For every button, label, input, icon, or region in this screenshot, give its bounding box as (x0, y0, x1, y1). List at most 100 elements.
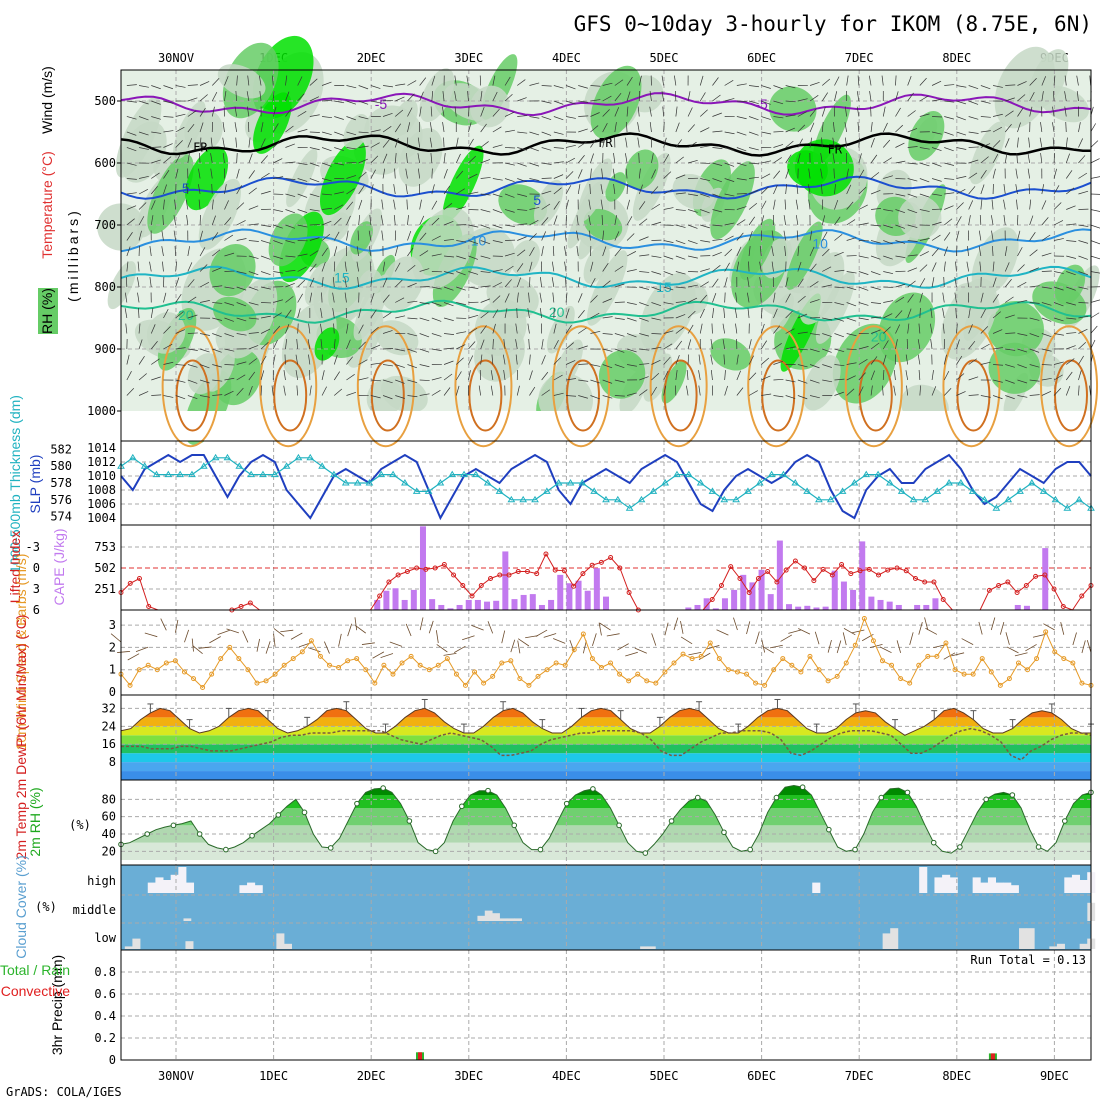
rh-blob (120, 121, 167, 183)
wind-barb (285, 75, 288, 86)
wind-barb (883, 255, 893, 260)
wind-barb (187, 246, 190, 257)
wind-barb (1078, 355, 1084, 365)
wind-barb (1029, 302, 1040, 304)
wind-barb (651, 186, 659, 195)
wind-barb (846, 219, 856, 226)
rh-blob (419, 68, 455, 123)
cloud-high-block (178, 867, 187, 893)
temperature-band (121, 753, 1091, 763)
cloud-low-block (1049, 946, 1058, 949)
wind-barb (979, 214, 982, 226)
wind-barb (187, 279, 195, 288)
wind-barb (822, 78, 831, 86)
wind-barb (980, 199, 983, 210)
slp-frame (120, 440, 1092, 526)
wind-barb (468, 341, 476, 350)
isotherm-label: 10 (471, 233, 487, 249)
thickness-marker (909, 495, 918, 503)
wind-barb (907, 294, 914, 303)
wind-barb (210, 168, 213, 179)
wind-barb (931, 262, 937, 272)
wind10m-barb (1043, 623, 1055, 631)
wind-barb (126, 84, 137, 86)
wind-barb (626, 302, 637, 305)
wind-barb (956, 176, 967, 179)
wind-barb (576, 246, 579, 257)
wind-barb (895, 107, 901, 117)
wind-barb (430, 153, 433, 164)
wind-barb (565, 342, 574, 350)
wind-barb (870, 385, 873, 396)
wind-barb (761, 393, 772, 396)
wind10m-barb (217, 629, 230, 636)
wind-barb (942, 323, 945, 334)
wind-barb (1078, 224, 1089, 227)
wind-barb (358, 359, 368, 365)
wind-barb (834, 302, 845, 306)
wind-barb (1039, 137, 1043, 148)
cloud-high-block (185, 882, 195, 893)
rh-blob (107, 261, 137, 310)
wind-barb (370, 85, 381, 89)
wind-barb (649, 122, 652, 133)
wind10m-barb (517, 638, 530, 647)
wind-barb (651, 203, 661, 210)
wind-barb (163, 116, 174, 118)
wind-barb (235, 91, 238, 102)
wind-barb (761, 186, 769, 195)
wind-barb (198, 199, 201, 210)
wind10m-barb (117, 651, 131, 653)
li-marker (737, 576, 743, 581)
wind10m-marker (626, 678, 632, 684)
wind-barb (797, 278, 804, 288)
cloud-row-label: high (87, 874, 116, 888)
wind10m-barb (1006, 646, 1019, 654)
wind10m-barb (405, 623, 412, 637)
rh-blob (587, 250, 628, 326)
wind-barb (1066, 240, 1077, 242)
cloud-low-block (640, 946, 649, 949)
wind-barb (492, 323, 496, 334)
wind-barb (968, 85, 979, 90)
wind10m-marker (689, 656, 695, 662)
wind10m-marker (453, 671, 459, 677)
wind-barb (503, 370, 506, 381)
date-label-bottom: 6DEC (747, 1069, 776, 1083)
wind-barb (614, 215, 617, 226)
cloud-middle-block (506, 918, 515, 921)
wind-barb (795, 215, 799, 226)
wind-barb (846, 317, 857, 322)
wind-barb (163, 100, 174, 104)
wind-barb (321, 162, 332, 167)
wind-barb (1078, 315, 1089, 319)
wind-barb (151, 100, 161, 105)
wind-barb (285, 161, 296, 164)
wind-barb (577, 310, 585, 319)
wind-barb (344, 292, 347, 303)
li-marker (561, 568, 567, 574)
wind-barb (321, 131, 332, 135)
cloud-high-block (1010, 885, 1019, 893)
wind10m-barb (990, 617, 996, 631)
wind10m-marker (997, 682, 1003, 688)
wind-barb (748, 116, 759, 121)
wind-barb (992, 277, 997, 288)
wind-barb (126, 370, 132, 381)
wind-barb (749, 162, 760, 165)
slp-lines (117, 453, 1095, 521)
li-marker (774, 579, 780, 585)
temperature-fill (121, 708, 1091, 780)
wind-barb (163, 85, 174, 90)
date-label-top: 2DEC (357, 51, 386, 65)
wind-barb (174, 199, 177, 210)
wind-barb (919, 238, 930, 241)
wind-barb (382, 153, 388, 164)
wind10m-barb (673, 617, 679, 631)
wind-barb (174, 245, 177, 257)
wind-barb (285, 309, 292, 319)
wind-barb (1078, 341, 1087, 350)
wind-barb (700, 109, 708, 117)
wind-barb (297, 178, 308, 182)
